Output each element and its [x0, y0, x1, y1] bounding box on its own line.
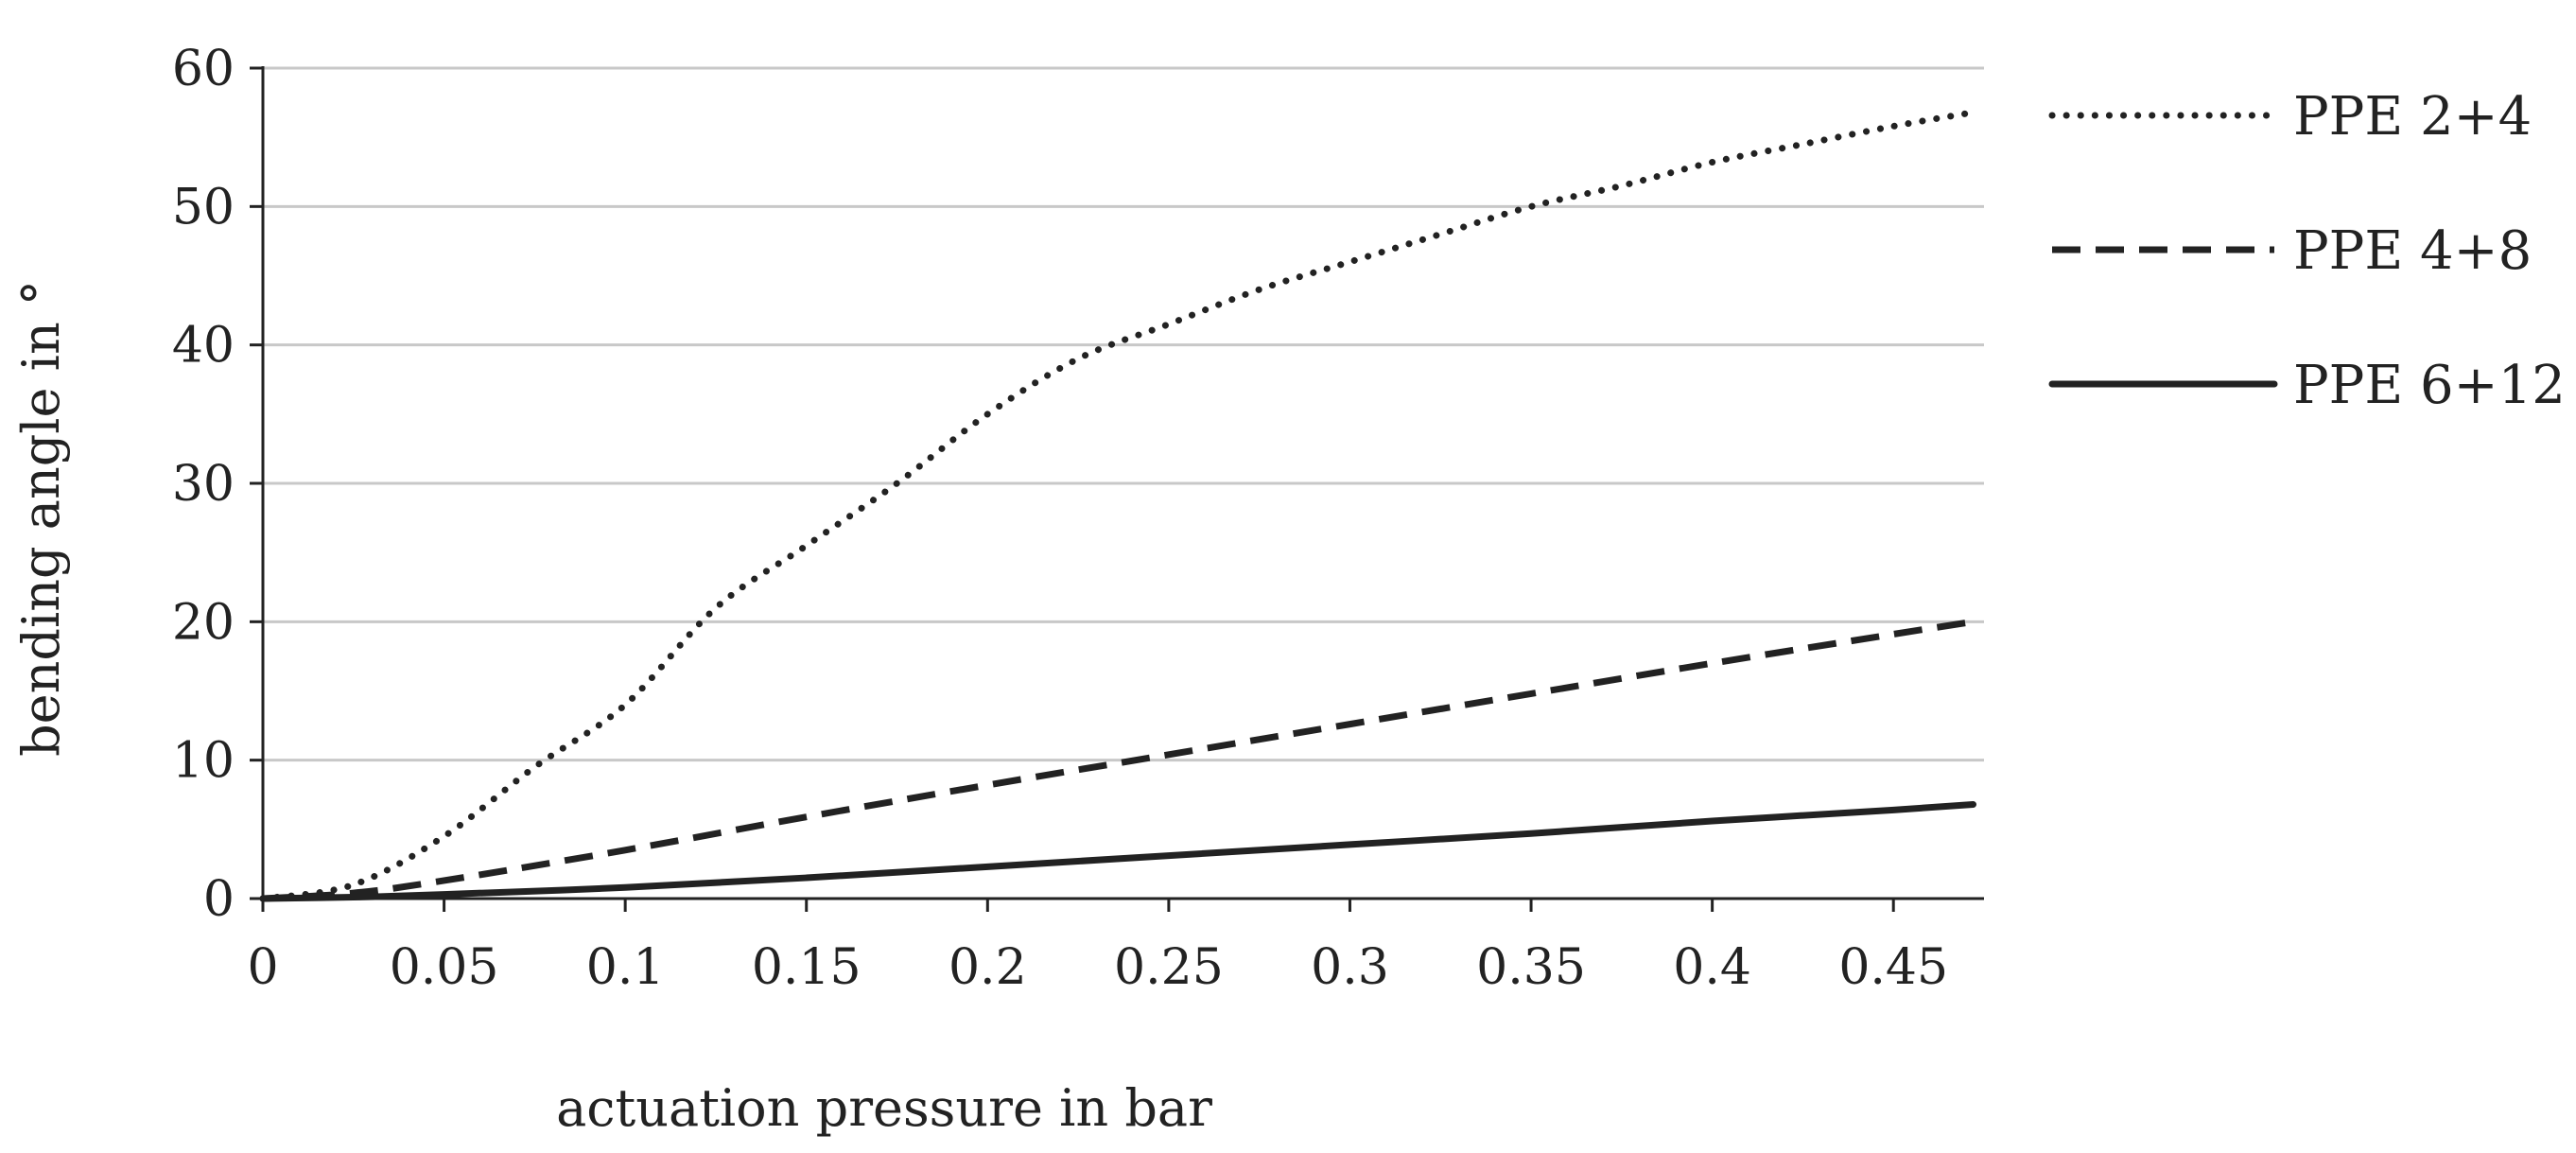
x-tick-label: 0.15	[752, 939, 862, 996]
y-tick-label: 10	[172, 733, 235, 790]
legend-label: PPE 6+12	[2293, 355, 2566, 416]
x-tick-label: 0.2	[949, 939, 1027, 996]
legend-item: PPE 6+12	[2048, 355, 2566, 416]
legend: PPE 2+4 PPE 4+8 PPE 6+12	[2048, 86, 2566, 416]
x-tick-label: 0.05	[390, 939, 499, 996]
grid-lines	[263, 66, 1984, 762]
legend-item: PPE 4+8	[2052, 220, 2532, 282]
x-tick-label: 0	[247, 939, 278, 996]
y-tick-label: 20	[172, 594, 235, 651]
x-axis-title: actuation pressure in bar	[556, 1078, 1212, 1138]
tick-labels: 0 10 20 30 40 50 60 0 0.05 0.1 0.15 0.2 0.25 0.3 0.35 0…	[172, 41, 1948, 996]
y-tick-label: 40	[172, 318, 235, 375]
axes	[250, 66, 1984, 912]
x-tick-label: 0.45	[1838, 939, 1948, 996]
series-lines	[259, 109, 1977, 902]
x-tick-label: 0.25	[1114, 939, 1224, 996]
y-tick-label: 50	[172, 179, 235, 236]
y-axis-title: bending angle in °	[11, 280, 71, 757]
legend-item: PPE 2+4	[2048, 86, 2532, 148]
series-line-ppe-4-8	[262, 618, 1975, 902]
x-tick-label: 0.4	[1673, 939, 1751, 996]
x-tick-label: 0.35	[1476, 939, 1586, 996]
legend-label: PPE 2+4	[2293, 86, 2532, 148]
y-tick-label: 30	[172, 456, 235, 513]
x-tick-label: 0.3	[1311, 939, 1389, 996]
series-line-ppe-2-4	[259, 109, 1977, 902]
series-line-ppe-6-12	[259, 800, 1977, 902]
y-tick-label: 60	[172, 41, 235, 97]
legend-label: PPE 4+8	[2293, 220, 2532, 282]
x-tick-label: 0.1	[586, 939, 665, 996]
y-tick-label: 0	[203, 871, 235, 928]
